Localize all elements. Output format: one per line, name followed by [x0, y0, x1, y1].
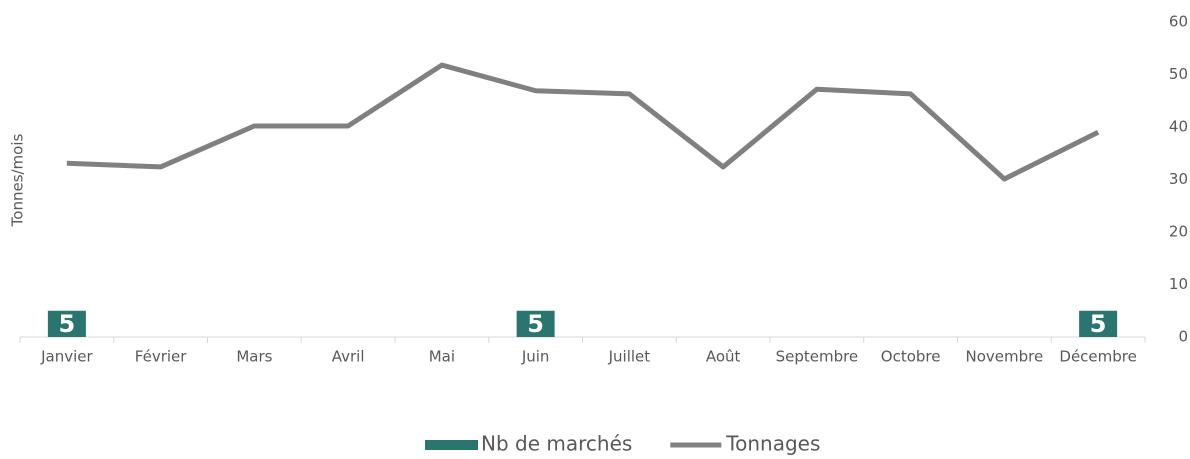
y-tick-label: 20 [1169, 223, 1188, 241]
x-tick-label: Septembre [776, 348, 859, 366]
x-tick-label: Décembre [1059, 348, 1136, 366]
x-tick-label: Janvier [40, 348, 93, 366]
data-label: 5 [59, 310, 76, 338]
x-tick-label: Février [135, 348, 187, 366]
y-tick-label: 50 [1169, 65, 1188, 83]
y-axis-label: Tonnes/mois [9, 133, 27, 227]
x-tick-label: Octobre [881, 348, 941, 366]
bar [47, 310, 86, 337]
data-label: 5 [527, 310, 544, 338]
y-tick-label: 30 [1169, 170, 1188, 188]
x-tick-label: Mai [429, 348, 455, 366]
line [66, 62, 1100, 182]
data-label: 5 [1090, 310, 1107, 338]
x-tick-label: Novembre [966, 348, 1044, 366]
x-tick-label: Juin [521, 348, 550, 366]
x-tick-label: Mars [236, 348, 272, 366]
x-tick-label: Avril [332, 348, 365, 366]
y-tick-label: 10 [1169, 275, 1188, 293]
y-tick-label: 60 [1169, 13, 1188, 31]
legend-swatch [425, 440, 478, 450]
y-tick-label: 0 [1178, 328, 1188, 346]
x-tick-label: Juillet [608, 348, 651, 366]
x-tick-label: Août [706, 348, 741, 366]
y-tick-label: 40 [1169, 118, 1188, 136]
legend-label: Tonnages [725, 432, 820, 456]
bar [516, 310, 555, 337]
legend-label: Nb de marchés [481, 432, 632, 456]
bar [1079, 310, 1118, 337]
